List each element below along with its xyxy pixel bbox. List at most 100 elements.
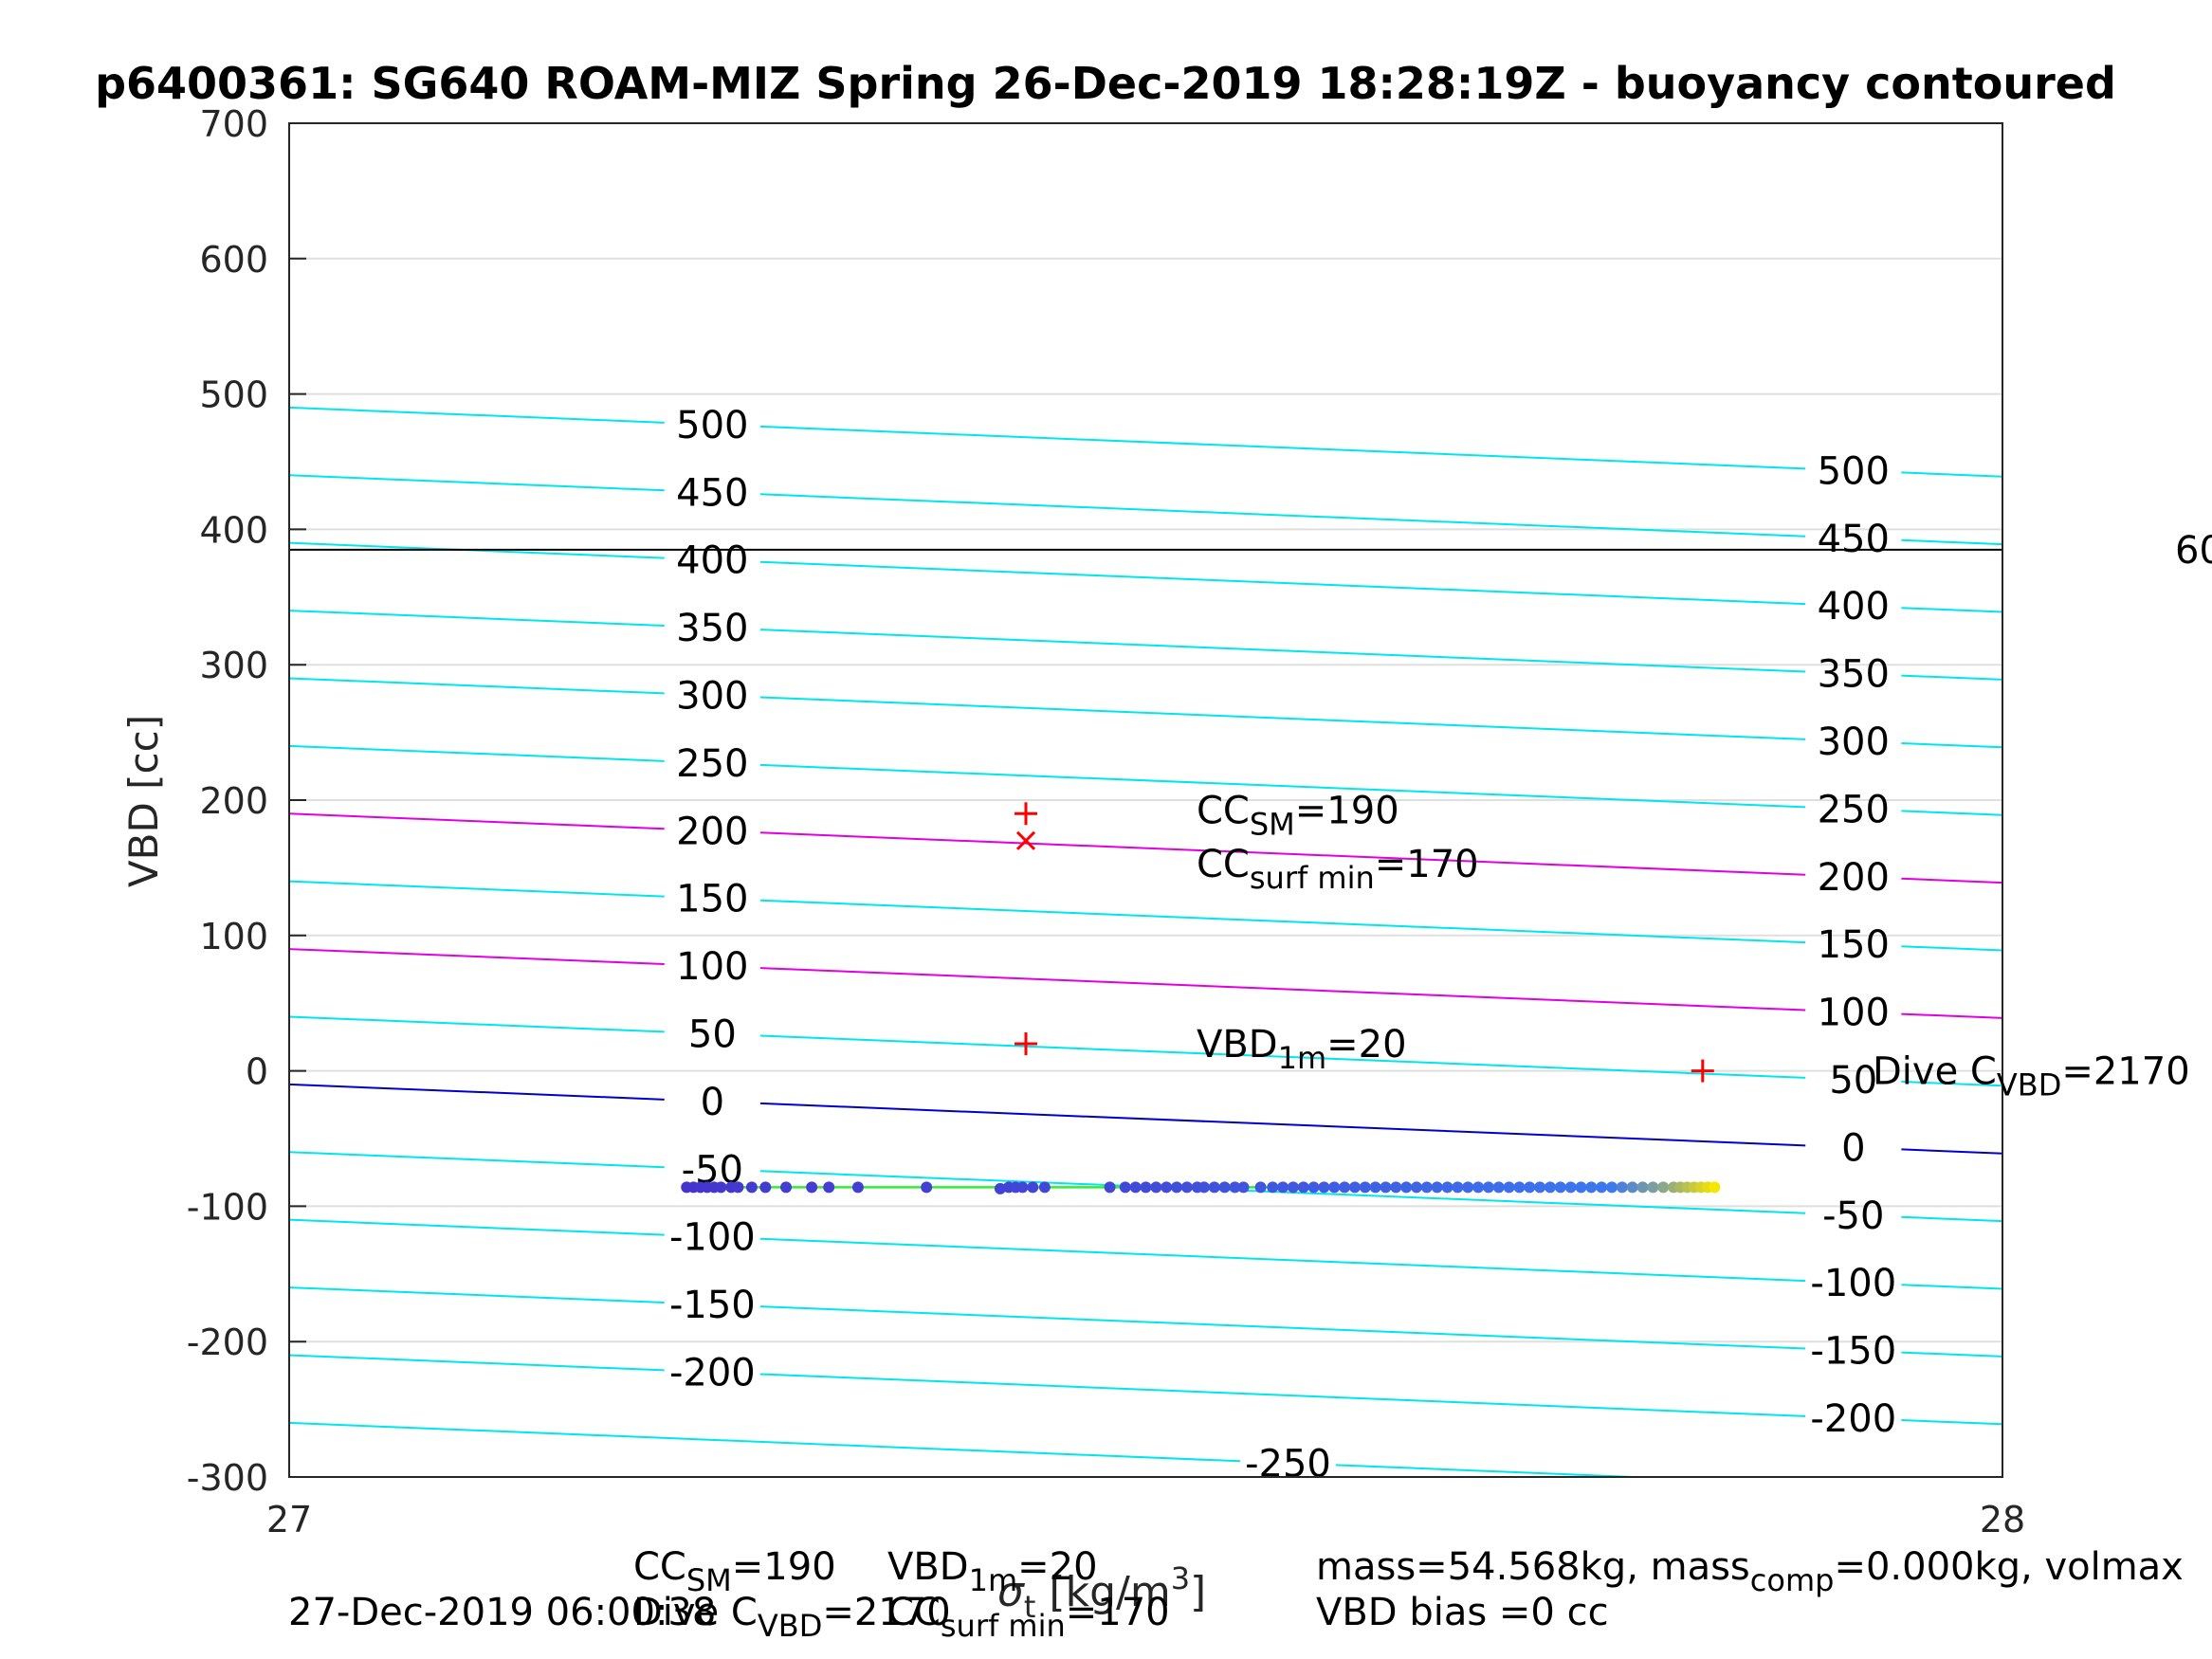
data-points — [681, 1181, 1721, 1194]
data-point — [1038, 1181, 1051, 1194]
data-point — [1472, 1181, 1485, 1194]
contour-line — [1901, 742, 2003, 749]
contour-line — [1901, 1351, 2003, 1358]
footer-dive-cvbd: Dive CVBD=2170 — [633, 1591, 951, 1644]
data-point — [759, 1181, 772, 1194]
x-axis-ticks: 27 28 — [266, 1460, 2025, 1540]
contour-label: 150 — [1818, 923, 1890, 967]
data-point — [1390, 1181, 1402, 1194]
contour-label: 300 — [676, 674, 748, 718]
data-point — [1307, 1181, 1320, 1194]
data-point — [1431, 1181, 1443, 1194]
y-tick-label: 100 — [199, 916, 268, 957]
contour-line — [759, 1373, 1806, 1417]
contour-line — [1336, 1464, 1634, 1478]
reference-hline-label: 60 — [2175, 529, 2212, 573]
contour-line — [1901, 1419, 2003, 1426]
contour-line — [759, 493, 1806, 538]
marker-label-main: CC — [1197, 789, 1250, 832]
data-point — [1709, 1181, 1721, 1194]
marker-label-tail: =190 — [1295, 789, 1399, 832]
data-point — [1503, 1181, 1515, 1194]
marker-label-sub: surf min — [1250, 860, 1375, 896]
contour-label: 100 — [1818, 992, 1890, 1035]
data-point — [745, 1181, 758, 1194]
contour-line — [288, 880, 665, 898]
data-point — [851, 1181, 864, 1194]
data-point — [1104, 1181, 1116, 1194]
contour-label: -50 — [1822, 1194, 1884, 1238]
contour-line — [759, 1237, 1806, 1283]
contour-line — [288, 1421, 1240, 1463]
contour-line — [1901, 471, 2003, 478]
contour-line — [288, 948, 665, 966]
data-point — [1318, 1181, 1330, 1194]
contour-label: 350 — [1818, 653, 1890, 697]
data-point — [1369, 1181, 1381, 1194]
data-point — [1462, 1181, 1474, 1194]
data-point — [1237, 1181, 1250, 1194]
data-point — [1208, 1181, 1220, 1194]
contour-line — [759, 967, 1806, 1012]
data-point — [1197, 1181, 1210, 1194]
footer-timestamp: 27-Dec-2019 06:00:38 — [288, 1591, 716, 1634]
marker-label: CCsurf min=170 — [1197, 843, 1479, 896]
data-point — [1441, 1181, 1453, 1194]
contour-line — [1901, 607, 2003, 613]
contour-line — [1901, 945, 2003, 952]
marker-label: VBD1m=20 — [1197, 1023, 1407, 1076]
data-point — [1277, 1181, 1289, 1194]
contour-line — [759, 696, 1806, 740]
contour-label: -150 — [669, 1284, 756, 1327]
chart-title: p6400361: SG640 ROAM-MIZ Spring 26-Dec-2… — [95, 58, 2116, 109]
data-point — [1636, 1181, 1649, 1194]
contour-line — [1901, 1284, 2003, 1290]
contour-line — [759, 763, 1806, 809]
y-tick-label: -200 — [187, 1322, 268, 1363]
contour-label: 300 — [1818, 720, 1890, 764]
contour-label: 500 — [676, 404, 748, 447]
contour-label: 450 — [1818, 518, 1890, 561]
marker-label-sub: 1m — [1278, 1040, 1327, 1076]
contour-line — [759, 1034, 1806, 1079]
contour-line — [288, 1354, 665, 1372]
data-point — [1420, 1181, 1433, 1194]
contour-line — [1901, 1012, 2003, 1019]
data-point — [1492, 1181, 1505, 1194]
y-tick-label: 300 — [199, 645, 268, 686]
contour-line — [1901, 1215, 2003, 1223]
footer-info: CCSM=190 VBD1m=20 27-Dec-2019 06:00:38 D… — [288, 1545, 2184, 1644]
contour-line — [1901, 810, 2003, 816]
contour-line — [288, 1218, 665, 1236]
marker-label-tail: =20 — [1326, 1023, 1406, 1066]
marker-label: Dive CVBD=2170 — [1873, 1050, 2190, 1103]
contour-line — [759, 1305, 1806, 1350]
contour-label: 350 — [676, 607, 748, 650]
contour-line — [288, 744, 665, 762]
y-tick-label: 400 — [199, 509, 268, 551]
contour-label: 250 — [676, 742, 748, 786]
marker-label-main: VBD — [1197, 1023, 1278, 1066]
x-axis-label: σt [kg/m3] — [997, 1560, 1206, 1625]
data-point — [1287, 1181, 1299, 1194]
data-point — [1016, 1181, 1029, 1194]
contour-line — [759, 425, 1806, 470]
data-point — [994, 1182, 1006, 1194]
y-axis-ticks: -300 -200 -100 0 100 200 300 400 500 600 700 — [187, 103, 306, 1499]
contour-label: -200 — [669, 1351, 756, 1395]
data-point — [1626, 1181, 1638, 1194]
data-point — [1267, 1181, 1279, 1194]
contour-line — [288, 812, 665, 830]
y-tick-label: 600 — [199, 239, 268, 281]
marker-label-main: CC — [1197, 843, 1250, 886]
contour-line — [288, 1286, 665, 1304]
x-axis-label-units: [kg/m — [1035, 1568, 1170, 1616]
data-point — [1359, 1181, 1371, 1194]
data-point — [1297, 1181, 1309, 1194]
x-tick-label: 28 — [1980, 1499, 2025, 1540]
footer-vbd-bias: VBD bias =0 cc — [1316, 1591, 1609, 1634]
contour-line — [759, 899, 1806, 944]
contour-line — [288, 406, 665, 424]
data-point — [1400, 1181, 1413, 1194]
data-point — [1596, 1181, 1608, 1194]
